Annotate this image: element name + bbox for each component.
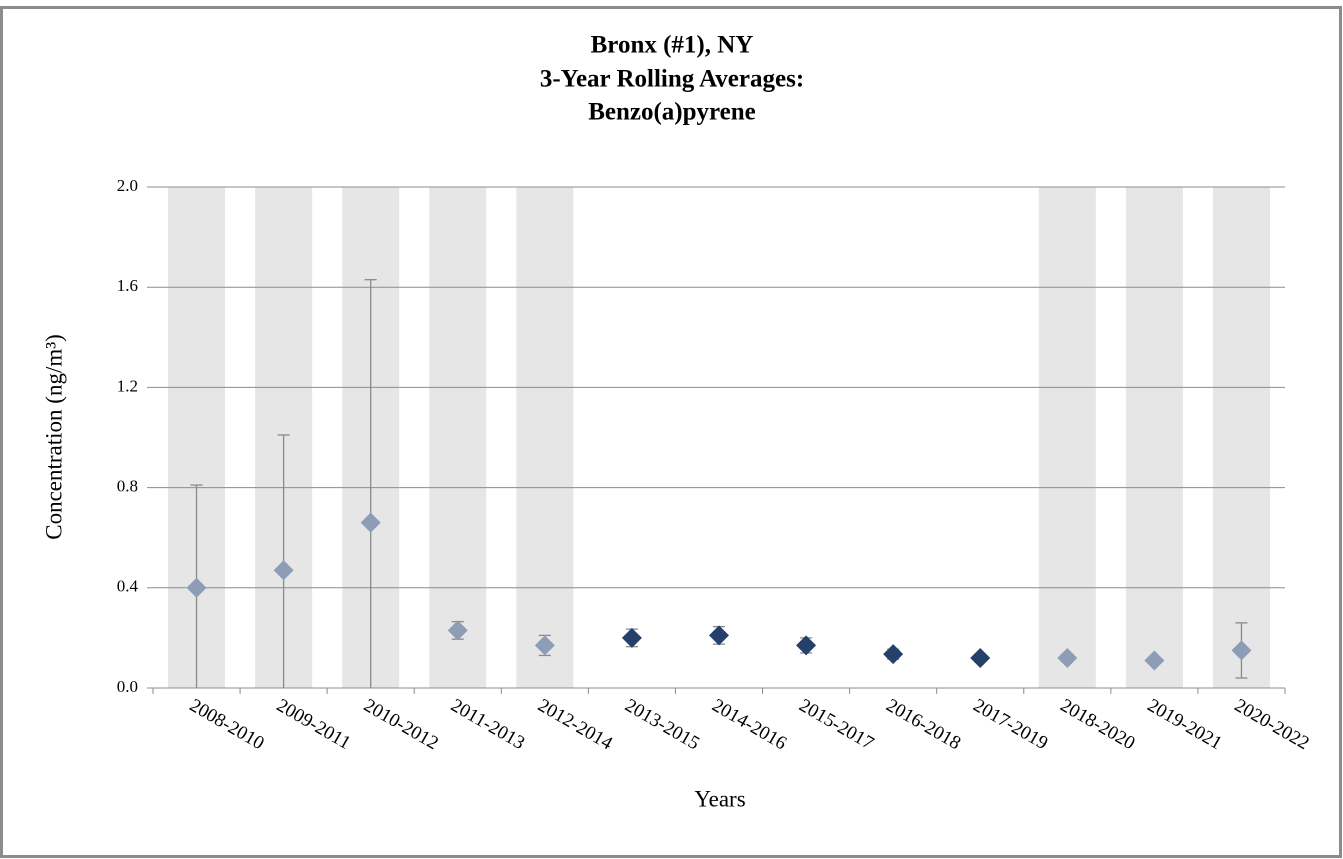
chart-title: 3-Year Rolling Averages:: [540, 66, 804, 93]
point: [534, 635, 555, 656]
y-tick-label: 0.8: [117, 477, 138, 496]
point: [447, 620, 468, 641]
shaded-column: [1038, 187, 1096, 688]
point: [621, 627, 642, 648]
point: [709, 625, 729, 646]
x-axis-label: Years: [694, 786, 745, 811]
y-tick-label: 0.4: [117, 577, 139, 596]
point: [883, 644, 904, 665]
shaded-column: [516, 187, 574, 688]
point: [360, 512, 381, 533]
point: [1231, 640, 1252, 661]
point: [796, 635, 817, 656]
point: [1144, 650, 1165, 671]
y-tick-label: 2.0: [117, 176, 138, 195]
shaded-column: [429, 187, 487, 688]
y-tick-label: 1.6: [117, 276, 138, 295]
shaded-column: [1125, 187, 1183, 688]
point: [1057, 647, 1078, 668]
point: [273, 560, 294, 581]
shaded-column: [1212, 187, 1270, 688]
point: [186, 577, 207, 598]
chart-title: Benzo(a)pyrene: [588, 99, 756, 126]
point: [970, 647, 991, 668]
y-tick-label: 1.2: [117, 376, 138, 395]
y-tick-label: 0.0: [117, 677, 138, 696]
chart-title: Bronx (#1), NY: [591, 32, 754, 59]
y-axis-label: Concentration (ng/m³): [41, 334, 66, 540]
